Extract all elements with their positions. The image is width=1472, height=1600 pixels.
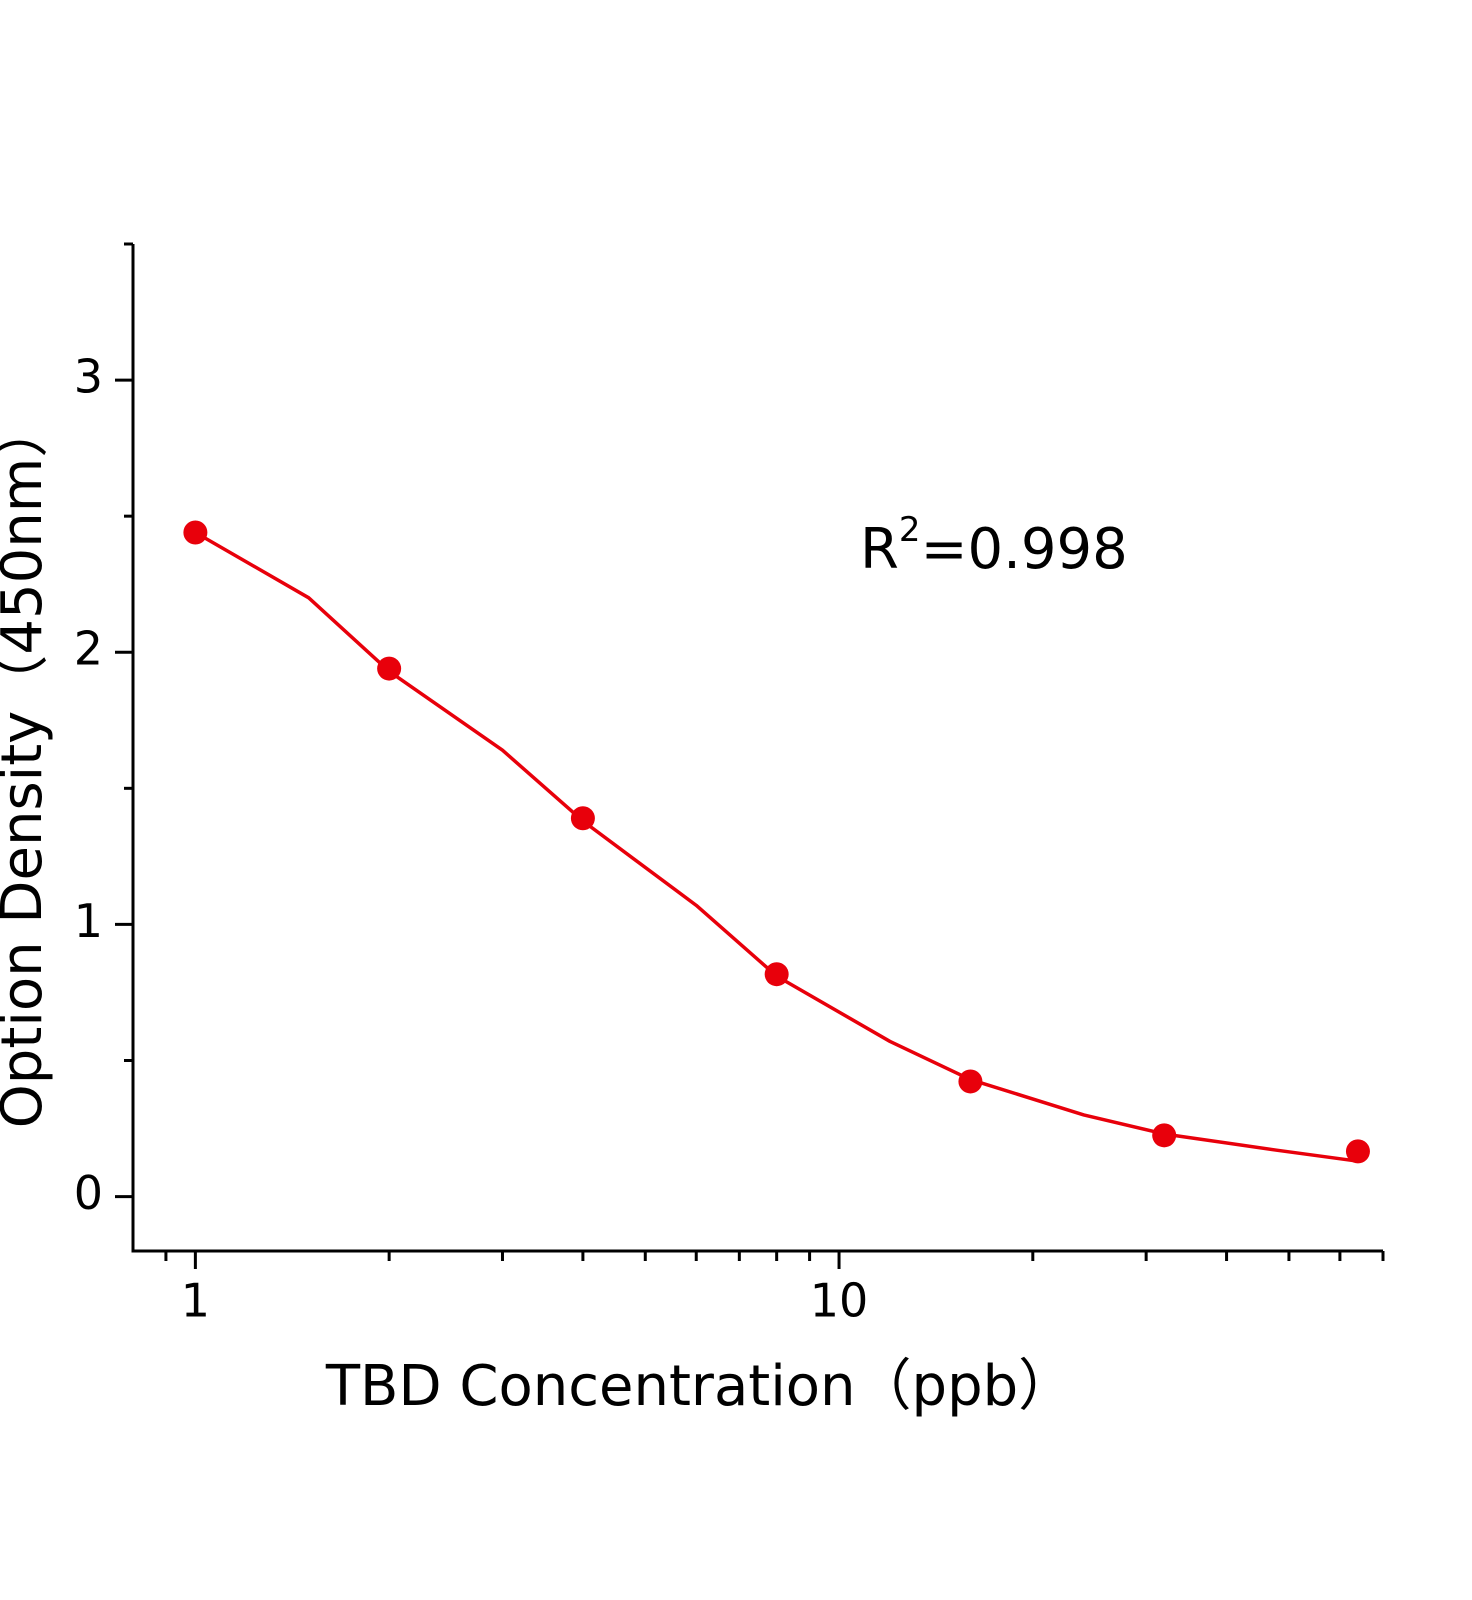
y-axis-title: Option Density（450nm）: [0, 402, 55, 1129]
data-point: [1152, 1123, 1177, 1148]
x-tick-label: 1: [181, 1274, 210, 1328]
data-point: [377, 656, 402, 681]
y-tick-label: 3: [74, 350, 103, 404]
data-point: [1345, 1139, 1370, 1164]
y-tick-label: 0: [74, 1166, 103, 1220]
y-tick-label: 2: [74, 622, 103, 676]
data-point: [958, 1069, 983, 1094]
x-tick-label: 10: [810, 1274, 869, 1328]
y-tick-label: 1: [74, 894, 103, 948]
data-point: [570, 806, 595, 831]
fit-curve: [194, 530, 1359, 1163]
annotation-text: =0.998: [921, 517, 1128, 582]
annotation-superscript: 2: [899, 510, 921, 550]
axes: [131, 244, 1383, 1253]
x-axis-title: TBD Concentration（ppb）: [325, 1354, 1074, 1419]
data-point: [764, 962, 789, 987]
annotation-base: R: [860, 517, 899, 582]
annotation: R2=0.998: [860, 510, 1128, 583]
data-point: [183, 520, 208, 545]
